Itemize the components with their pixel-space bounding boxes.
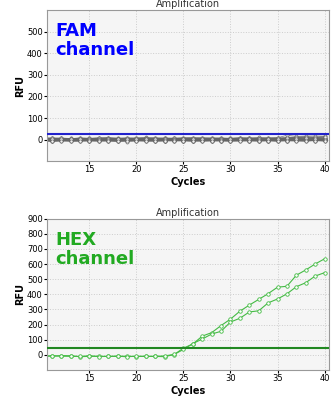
X-axis label: Cycles: Cycles (171, 177, 206, 187)
Title: Amplification: Amplification (156, 208, 220, 218)
Text: HEX
channel: HEX channel (55, 231, 135, 268)
Text: FAM
channel: FAM channel (55, 22, 135, 59)
Y-axis label: RFU: RFU (15, 75, 26, 97)
X-axis label: Cycles: Cycles (171, 386, 206, 396)
Title: Amplification: Amplification (156, 0, 220, 9)
Y-axis label: RFU: RFU (15, 283, 26, 305)
